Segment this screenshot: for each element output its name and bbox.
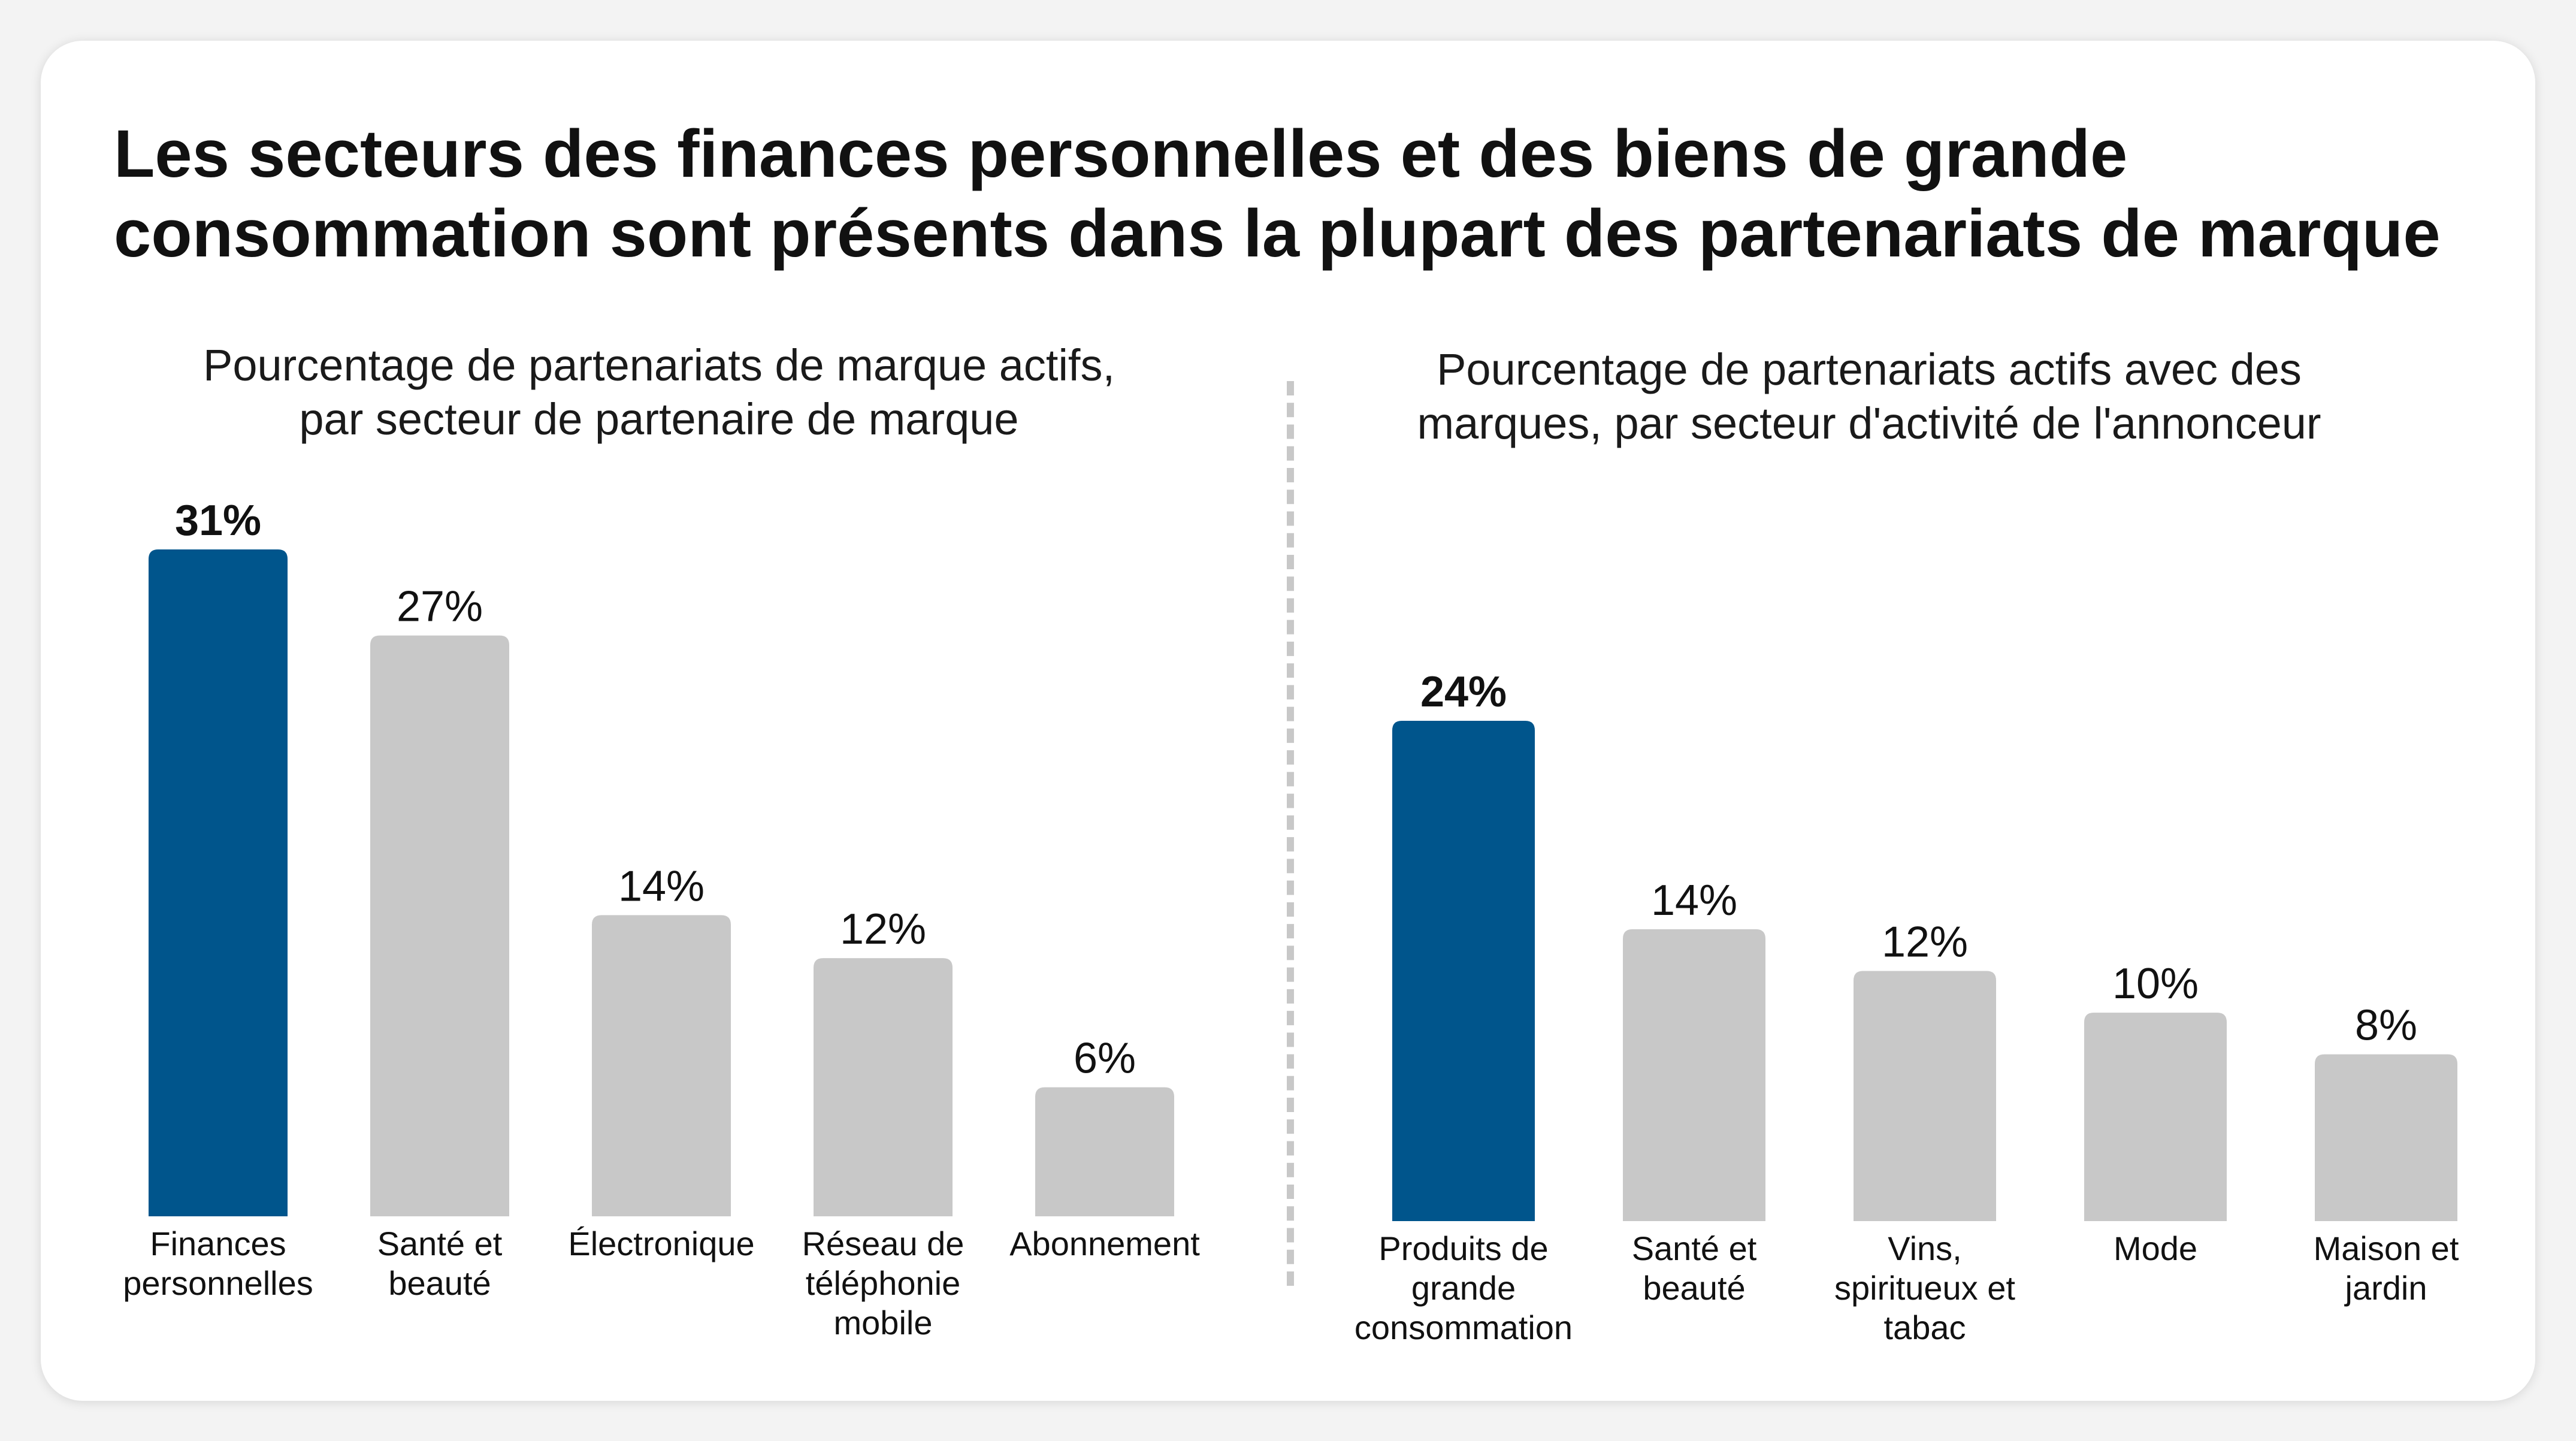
right-bar-4: [2084, 1013, 2227, 1221]
left-value-label-3: 14%: [618, 862, 705, 910]
chart-divider: [1287, 381, 1294, 1286]
left-value-label-2: 27%: [397, 583, 483, 631]
right-value-label-3: 12%: [1882, 919, 1968, 966]
left-bar-1: [149, 549, 288, 1216]
left-bar-2: [370, 635, 509, 1216]
left-bar-3: [592, 915, 731, 1216]
right-bar-chart: 24% Produits de grande consommation 14% Santé…: [1354, 668, 2459, 1346]
left-chart-title: Pourcentage de partenariats de marque ac…: [202, 340, 1115, 444]
page-title: Les secteurs des finances personnelles e…: [114, 116, 2441, 271]
right-bar-5: [2315, 1054, 2457, 1221]
right-bar-1: [1392, 721, 1535, 1221]
right-category-label-4: Mode: [2114, 1229, 2197, 1267]
right-value-label-2: 14%: [1651, 877, 1737, 925]
left-value-label-4: 12%: [840, 905, 926, 953]
left-bar-chart: 31% Finances personnelles 27% Santé et beauté…: [123, 497, 1200, 1342]
left-category-label-2: Santé et beauté: [377, 1225, 503, 1302]
right-category-label-3: Vins, spiritueux et tabac: [1834, 1229, 2015, 1346]
left-bar-4: [814, 958, 953, 1216]
right-bar-2: [1623, 929, 1765, 1221]
right-chart-title: Pourcentage de partenariats actifs avec …: [1417, 345, 2321, 448]
right-value-label-1: 24%: [1420, 668, 1507, 716]
right-value-label-5: 8%: [2355, 1002, 2417, 1050]
left-category-label-3: Électronique: [568, 1225, 754, 1262]
right-category-label-5: Maison et jardin: [2314, 1229, 2459, 1307]
left-category-label-5: Abonnement: [1009, 1225, 1200, 1262]
left-value-label-1: 31%: [175, 497, 261, 545]
right-bar-3: [1854, 971, 1996, 1221]
left-bar-5: [1035, 1087, 1174, 1216]
right-category-label-2: Santé et beauté: [1632, 1229, 1757, 1307]
left-value-label-5: 6%: [1074, 1035, 1136, 1083]
left-category-label-4: Réseau de téléphonie mobile: [802, 1225, 965, 1342]
right-value-label-4: 10%: [2112, 960, 2199, 1008]
left-category-label-1: Finances personnelles: [123, 1225, 313, 1302]
right-category-label-1: Produits de grande consommation: [1354, 1229, 1573, 1346]
